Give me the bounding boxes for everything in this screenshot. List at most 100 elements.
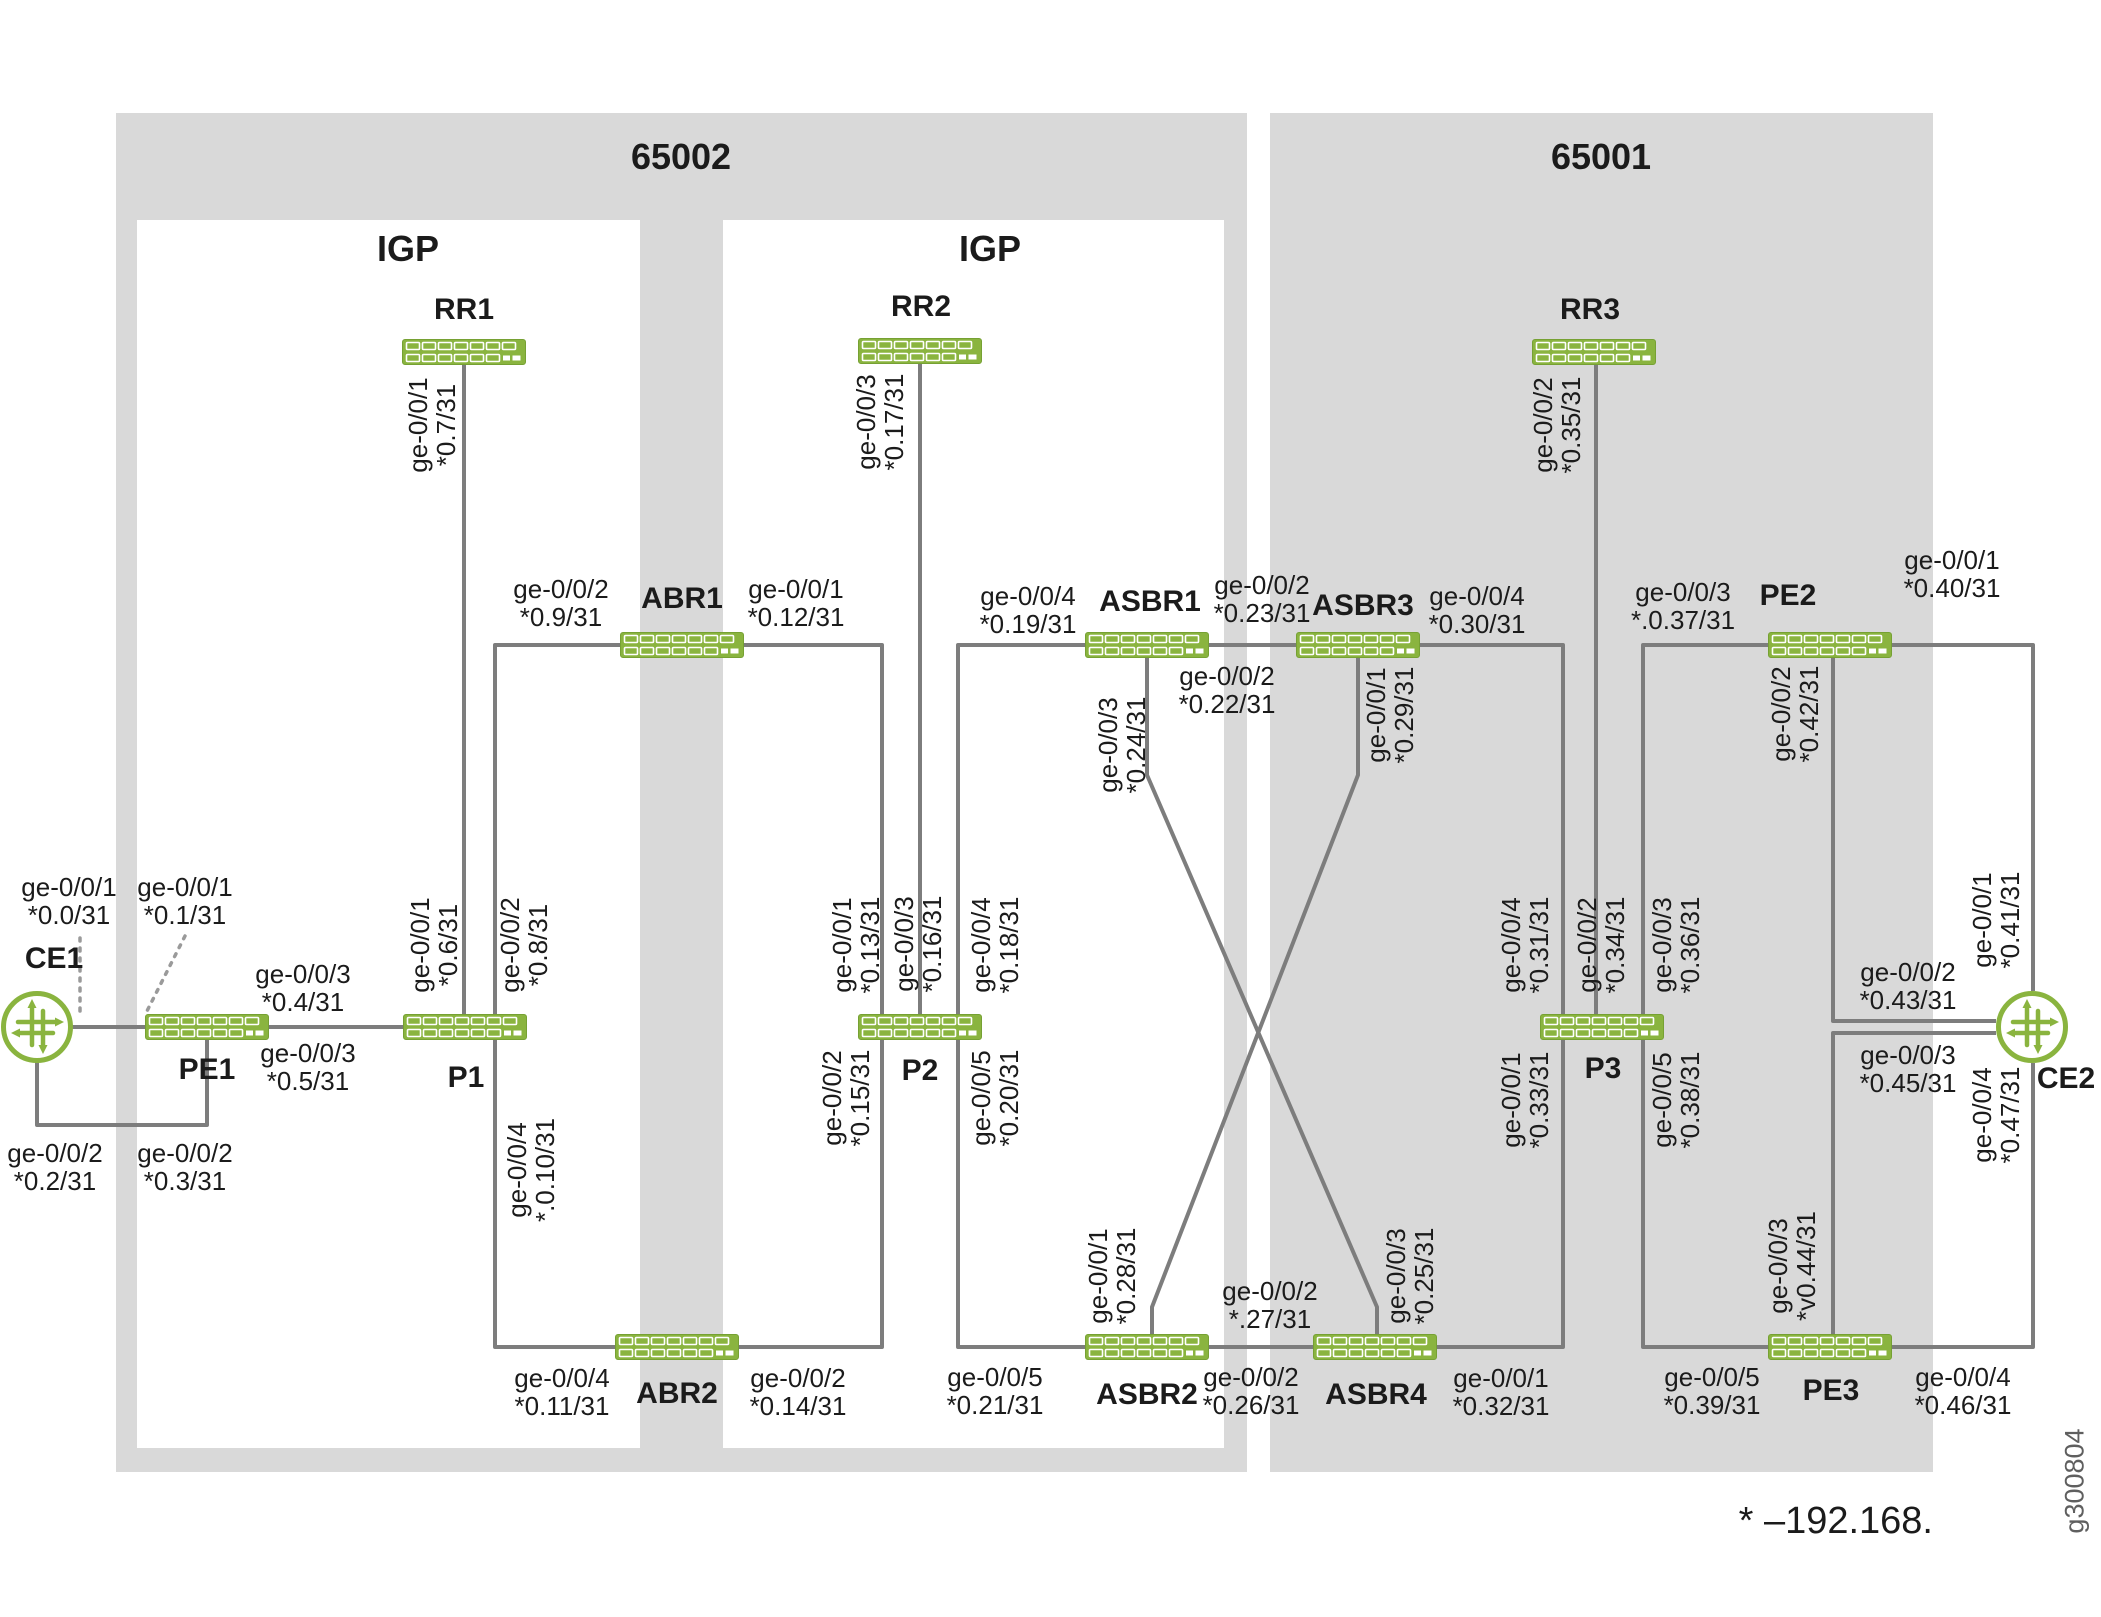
iface-label-ge-0/0/2-*0.34/31: ge-0/0/2 *0.34/31 xyxy=(1572,896,1630,994)
figure-id-watermark: g300804 xyxy=(2059,1428,2090,1534)
asbr1-label: ASBR1 xyxy=(1099,585,1201,618)
iface-label-ge-0/0/1-*0.33/31: ge-0/0/1 *0.33/31 xyxy=(1496,1051,1554,1149)
asbr1-switch-icon xyxy=(1085,632,1209,658)
ce2-router-icon xyxy=(1994,989,2070,1065)
rr2-label: RR2 xyxy=(890,290,952,323)
link-pe1-leader xyxy=(145,934,187,1013)
ce1-label: CE1 xyxy=(24,942,84,975)
as-label-65001: 65001 xyxy=(1550,136,1652,177)
pe3-label: PE3 xyxy=(1802,1374,1860,1407)
iface-label-ge-0/0/3-*0.5/31: ge-0/0/3 *0.5/31 xyxy=(260,1038,356,1096)
iface-label-ge-0/0/2-*0.26/31: ge-0/0/2 *0.26/31 xyxy=(1202,1362,1300,1420)
iface-label-ge-0/0/3-*0.45/31: ge-0/0/3 *0.45/31 xyxy=(1859,1040,1957,1098)
iface-label-ge-0/0/2-*.27/31: ge-0/0/2 *.27/31 xyxy=(1222,1276,1318,1334)
iface-label-ge-0/0/1-*0.28/31: ge-0/0/1 *0.28/31 xyxy=(1083,1227,1141,1325)
pe1-switch-icon xyxy=(145,1014,269,1040)
as-label-65002: 65002 xyxy=(630,136,732,177)
iface-label-ge-0/0/2-*0.2/31: ge-0/0/2 *0.2/31 xyxy=(7,1138,103,1196)
link-p1-abr1-p2 xyxy=(493,643,884,1016)
iface-label-ge-0/0/4-*0.11/31: ge-0/0/4 *0.11/31 xyxy=(514,1363,610,1421)
asbr2-switch-icon xyxy=(1085,1334,1209,1360)
iface-label-ge-0/0/1-*0.7/31: ge-0/0/1 *0.7/31 xyxy=(403,377,461,473)
iface-label-ge-0/0/4-*0.30/31: ge-0/0/4 *0.30/31 xyxy=(1428,581,1526,639)
link-pe2-ce2 xyxy=(1831,657,1996,1023)
asbr4-label: ASBR4 xyxy=(1325,1378,1427,1411)
asbr3-switch-icon xyxy=(1296,632,1420,658)
rr3-switch-icon xyxy=(1532,339,1656,365)
asbr4-switch-icon xyxy=(1313,1334,1437,1360)
asbr2-label: ASBR2 xyxy=(1096,1378,1198,1411)
pe1-label: PE1 xyxy=(178,1053,236,1086)
rr3-label: RR3 xyxy=(1559,293,1621,326)
ce2-label: CE2 xyxy=(2036,1062,2096,1095)
rr1-switch-icon xyxy=(402,339,526,365)
iface-label-ge-0/0/1-*0.40/31: ge-0/0/1 *0.40/31 xyxy=(1903,545,2001,603)
abr2-label: ABR2 xyxy=(636,1377,718,1410)
iface-label-ge-0/0/2-*0.35/31: ge-0/0/2 *0.35/31 xyxy=(1528,376,1586,474)
iface-label-ge-0/0/5-*0.20/31: ge-0/0/5 *0.20/31 xyxy=(966,1049,1024,1147)
iface-label-ge-0/0/4-*0.19/31: ge-0/0/4 *0.19/31 xyxy=(979,581,1077,639)
p2-label: P2 xyxy=(901,1054,939,1087)
iface-label-ge-0/0/3-*0.36/31: ge-0/0/3 *0.36/31 xyxy=(1647,896,1705,994)
iface-label-ge-0/0/5-*0.39/31: ge-0/0/5 *0.39/31 xyxy=(1663,1362,1761,1420)
iface-label-ge-0/0/1-*0.41/31: ge-0/0/1 *0.41/31 xyxy=(1967,871,2025,969)
iface-label-ge-0/0/4-*0.46/31: ge-0/0/4 *0.46/31 xyxy=(1914,1362,2012,1420)
iface-label-ge-0/0/4-*0.47/31: ge-0/0/4 *0.47/31 xyxy=(1967,1066,2025,1164)
rr1-label: RR1 xyxy=(433,293,495,326)
asbr3-label: ASBR3 xyxy=(1312,589,1414,622)
p1-switch-icon xyxy=(403,1014,527,1040)
igp-area-1 xyxy=(137,220,640,1448)
iface-label-ge-0/0/2-*0.42/31: ge-0/0/2 *0.42/31 xyxy=(1766,665,1824,763)
iface-label-ge-0/0/2-*0.23/31: ge-0/0/2 *0.23/31 xyxy=(1213,570,1311,628)
pe2-switch-icon xyxy=(1768,632,1892,658)
iface-label-ge-0/0/3-*0.24/31: ge-0/0/3 *0.24/31 xyxy=(1093,696,1151,794)
link-ce1-pe1-b xyxy=(35,1040,209,1127)
link-asbr1-asbr4-cross xyxy=(1145,657,1379,1336)
iface-label-ge-0/0/3-*0.4/31: ge-0/0/3 *0.4/31 xyxy=(255,959,351,1017)
p1-label: P1 xyxy=(447,1061,485,1094)
abr1-label: ABR1 xyxy=(641,582,723,615)
pe2-label: PE2 xyxy=(1759,579,1817,612)
abr1-switch-icon xyxy=(620,632,744,658)
iface-label-ge-0/0/2-*0.15/31: ge-0/0/2 *0.15/31 xyxy=(817,1049,875,1147)
iface-label-ge-0/0/1-*0.6/31: ge-0/0/1 *0.6/31 xyxy=(405,897,463,993)
p3-label: P3 xyxy=(1584,1052,1622,1085)
iface-label-ge-0/0/2-*0.3/31: ge-0/0/2 *0.3/31 xyxy=(137,1138,233,1196)
p2-switch-icon xyxy=(858,1014,982,1040)
iface-label-ge-0/0/3-*0.25/31: ge-0/0/3 *0.25/31 xyxy=(1381,1227,1439,1325)
iface-label-ge-0/0/3-*v0.44/31: ge-0/0/3 *v0.44/31 xyxy=(1763,1211,1821,1321)
iface-label-ge-0/0/3-*.0.37/31: ge-0/0/3 *.0.37/31 xyxy=(1630,577,1736,635)
ce1-router-icon xyxy=(0,989,75,1065)
iface-label-ge-0/0/2-*0.43/31: ge-0/0/2 *0.43/31 xyxy=(1859,957,1957,1015)
link-pe3-ce2 xyxy=(1831,1031,1996,1336)
rr2-switch-icon xyxy=(858,338,982,364)
iface-label-ge-0/0/4-*.0.10/31: ge-0/0/4 *.0.10/31 xyxy=(502,1117,560,1223)
iface-label-ge-0/0/2-*0.8/31: ge-0/0/2 *0.8/31 xyxy=(495,897,553,993)
link-p2-asbr1-asbr3-p3 xyxy=(956,643,1565,1016)
iface-label-ge-0/0/1-*0.13/31: ge-0/0/1 *0.13/31 xyxy=(827,896,885,994)
footnote: * –192.168. xyxy=(1738,1500,1933,1542)
iface-label-ge-0/0/2-*0.14/31: ge-0/0/2 *0.14/31 xyxy=(749,1363,847,1421)
iface-label-ge-0/0/4-*0.31/31: ge-0/0/4 *0.31/31 xyxy=(1496,896,1554,994)
pe3-switch-icon xyxy=(1768,1334,1892,1360)
iface-label-ge-0/0/2-*0.9/31: ge-0/0/2 *0.9/31 xyxy=(513,574,609,632)
igp-area-2 xyxy=(723,220,1224,1448)
igp-label-2: IGP xyxy=(958,228,1022,269)
iface-label-ge-0/0/1-*0.29/31: ge-0/0/1 *0.29/31 xyxy=(1361,666,1419,764)
iface-label-ge-0/0/2-*0.22/31: ge-0/0/2 *0.22/31 xyxy=(1178,661,1276,719)
iface-label-ge-0/0/1-*0.12/31: ge-0/0/1 *0.12/31 xyxy=(747,574,845,632)
iface-label-ge-0/0/5-*0.21/31: ge-0/0/5 *0.21/31 xyxy=(946,1362,1044,1420)
iface-label-ge-0/0/4-*0.18/31: ge-0/0/4 *0.18/31 xyxy=(966,896,1024,994)
abr2-switch-icon xyxy=(615,1334,739,1360)
iface-label-ge-0/0/1-*0.1/31: ge-0/0/1 *0.1/31 xyxy=(137,872,233,930)
iface-label-ge-0/0/1-*0.0/31: ge-0/0/1 *0.0/31 xyxy=(21,872,117,930)
link-asbr3-asbr2-cross xyxy=(1150,657,1360,1336)
p3-switch-icon xyxy=(1540,1014,1664,1040)
iface-label-ge-0/0/3-*0.17/31: ge-0/0/3 *0.17/31 xyxy=(851,373,909,471)
link-p2-asbr2-asbr4-p3 xyxy=(956,1040,1565,1349)
iface-label-ge-0/0/1-*0.32/31: ge-0/0/1 *0.32/31 xyxy=(1452,1363,1550,1421)
iface-label-ge-0/0/3-*0.16/31: ge-0/0/3 *0.16/31 xyxy=(889,895,947,993)
